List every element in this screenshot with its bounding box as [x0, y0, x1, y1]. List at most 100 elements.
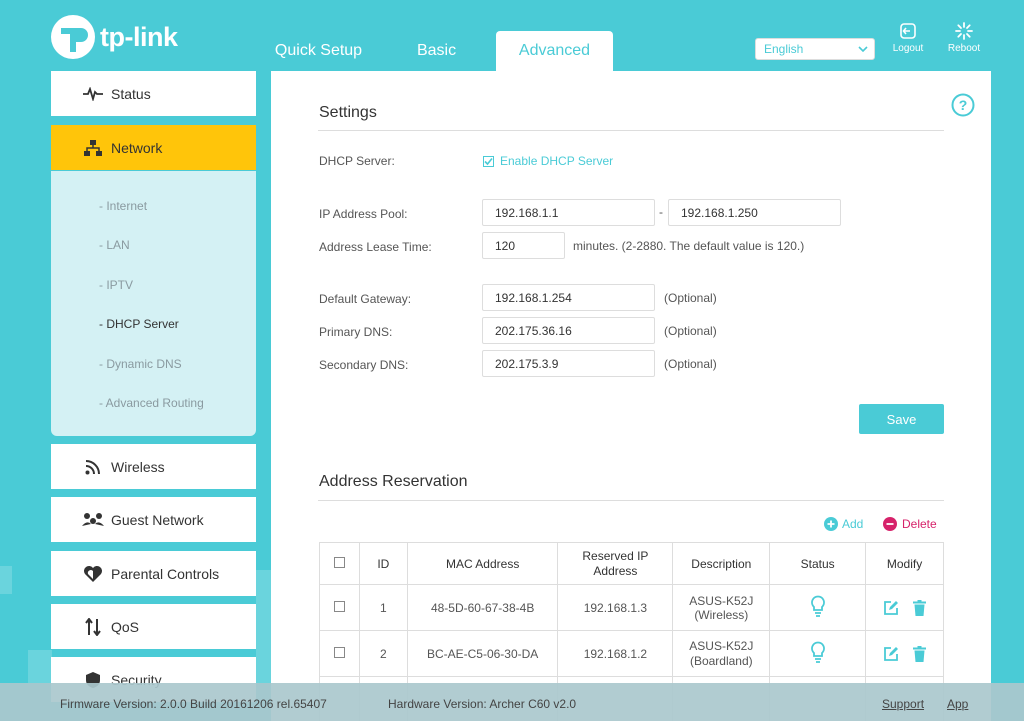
- sidebar-item-label: QoS: [111, 618, 140, 635]
- svg-text:?: ?: [959, 97, 968, 113]
- cell-description: ASUS-K52J (Boardland): [672, 630, 771, 677]
- logout-button[interactable]: Logout: [888, 22, 928, 54]
- delete-button[interactable]: Delete: [883, 517, 937, 531]
- pool-dash: -: [659, 205, 663, 219]
- lease-time-hint: minutes. (2-2880. The default value is 1…: [573, 239, 805, 253]
- bulb-icon[interactable]: [810, 641, 826, 663]
- help-icon[interactable]: ?: [951, 93, 975, 117]
- logout-label: Logout: [892, 43, 924, 54]
- app-link[interactable]: App: [947, 697, 969, 711]
- hardware-version: Hardware Version: Archer C60 v2.0: [388, 697, 577, 711]
- divider: [318, 500, 944, 501]
- cell-ip: 192.168.1.2: [557, 630, 674, 677]
- row-checkbox[interactable]: [333, 646, 345, 658]
- cell-mac: 48-5D-60-67-38-4B: [406, 584, 559, 631]
- add-button[interactable]: Add: [824, 517, 863, 531]
- column-header-description: Description: [672, 542, 771, 585]
- footer-bar: Firmware Version: 2.0.0 Build 20161206 r…: [0, 683, 1024, 721]
- dhcp-server-label: DHCP Server:: [319, 154, 395, 168]
- chevron-down-icon: [858, 46, 868, 52]
- gateway-input[interactable]: 192.168.1.254: [482, 284, 655, 311]
- trash-icon[interactable]: [912, 599, 926, 616]
- main-tabs: Quick Setup Basic Advanced: [260, 31, 614, 71]
- sidebar-item-parental-controls[interactable]: Parental Controls: [51, 551, 256, 596]
- firmware-version: Firmware Version: 2.0.0 Build 20161206 r…: [60, 697, 327, 711]
- cell-id: 2: [358, 630, 408, 677]
- network-icon: [79, 139, 107, 156]
- column-header-modify: Modify: [865, 542, 944, 585]
- edit-icon[interactable]: [883, 600, 899, 616]
- subnav-item-advanced-routing[interactable]: - Advanced Routing: [99, 396, 204, 410]
- save-button[interactable]: Save: [859, 404, 944, 434]
- secondary-dns-label: Secondary DNS:: [319, 358, 409, 372]
- wifi-icon: [79, 459, 107, 475]
- row-checkbox[interactable]: [333, 600, 345, 612]
- guests-icon: [79, 512, 107, 528]
- main-panel: ? Settings DHCP Server: Enable DHCP Serv…: [271, 71, 991, 721]
- checkbox-checked-icon: [483, 155, 494, 167]
- cell-status: [769, 584, 867, 631]
- language-value: English: [764, 42, 804, 56]
- sidebar-item-wireless[interactable]: Wireless: [51, 444, 256, 489]
- pulse-icon: [79, 86, 107, 101]
- sidebar-item-status[interactable]: Status: [51, 71, 256, 116]
- description-text: ASUS-K52J (Boardland): [689, 638, 754, 668]
- reboot-button[interactable]: Reboot: [944, 22, 984, 54]
- table-row: 2 BC-AE-C5-06-30-DA 192.168.1.2 ASUS-K52…: [319, 630, 944, 677]
- column-header-reserved-ip: Reserved IP Address: [557, 542, 674, 585]
- primary-dns-input[interactable]: 202.175.36.16: [482, 317, 655, 344]
- lease-time-label: Address Lease Time:: [319, 240, 432, 254]
- subnav-item-lan[interactable]: - LAN: [99, 238, 130, 252]
- gateway-label: Default Gateway:: [319, 292, 412, 306]
- edit-icon[interactable]: [883, 646, 899, 662]
- subnav-item-dhcp-server[interactable]: - DHCP Server: [99, 317, 179, 331]
- cell-status: [769, 630, 867, 677]
- ip-pool-label: IP Address Pool:: [319, 207, 408, 221]
- updown-arrows-icon: [79, 617, 107, 636]
- cell-ip: 192.168.1.3: [557, 584, 674, 631]
- table-header-row: ID MAC Address Reserved IP Address Descr…: [319, 542, 944, 585]
- bulb-icon[interactable]: [810, 595, 826, 617]
- sidebar-item-qos[interactable]: QoS: [51, 604, 256, 649]
- subnav-item-internet[interactable]: - Internet: [99, 199, 148, 213]
- sidebar-item-label: Guest Network: [111, 511, 204, 528]
- background-decoration: [256, 570, 271, 683]
- reboot-label: Reboot: [947, 43, 981, 54]
- subnav-item-iptv[interactable]: - IPTV: [99, 278, 134, 292]
- sidebar-item-label: Parental Controls: [111, 565, 220, 582]
- tab-basic[interactable]: Basic: [416, 42, 457, 59]
- logo-text: tp-link: [100, 21, 178, 52]
- sidebar-item-guest-network[interactable]: Guest Network: [51, 497, 256, 542]
- ip-pool-end-input[interactable]: 192.168.1.250: [668, 199, 841, 226]
- subnav-item-dynamic-dns[interactable]: - Dynamic DNS: [99, 357, 182, 371]
- select-all-checkbox[interactable]: [333, 556, 345, 568]
- optional-hint: (Optional): [664, 291, 717, 305]
- column-header-reserved-ip-text: Reserved IP Address: [582, 548, 649, 578]
- tp-link-logo-icon: [51, 15, 95, 59]
- tab-advanced[interactable]: Advanced: [496, 31, 613, 71]
- trash-icon[interactable]: [912, 645, 926, 662]
- background-decoration: [0, 566, 12, 594]
- enable-dhcp-label: Enable DHCP Server: [500, 154, 614, 168]
- column-header-mac: MAC Address: [406, 542, 559, 585]
- plus-circle-icon: [824, 517, 838, 531]
- ip-pool-start-input[interactable]: 192.168.1.1: [482, 199, 655, 226]
- tab-quick-setup[interactable]: Quick Setup: [274, 42, 363, 59]
- enable-dhcp-checkbox[interactable]: Enable DHCP Server: [483, 154, 613, 168]
- support-link[interactable]: Support: [882, 697, 925, 711]
- cell-modify: [865, 584, 944, 631]
- settings-title: Settings: [319, 104, 377, 121]
- cell-description: ASUS-K52J (Wireless): [672, 584, 771, 631]
- sidebar-item-network[interactable]: Network: [51, 125, 256, 170]
- lease-time-input[interactable]: 120: [482, 232, 565, 259]
- row-select-cell: [319, 630, 360, 677]
- language-select[interactable]: English: [755, 38, 875, 60]
- divider: [318, 130, 944, 131]
- column-header-status: Status: [769, 542, 867, 585]
- cell-mac: BC-AE-C5-06-30-DA: [406, 630, 559, 677]
- cell-modify: [865, 630, 944, 677]
- secondary-dns-input[interactable]: 202.175.3.9: [482, 350, 655, 377]
- primary-dns-label: Primary DNS:: [319, 325, 393, 339]
- add-label: Add: [842, 517, 864, 531]
- column-header-id: ID: [358, 542, 408, 585]
